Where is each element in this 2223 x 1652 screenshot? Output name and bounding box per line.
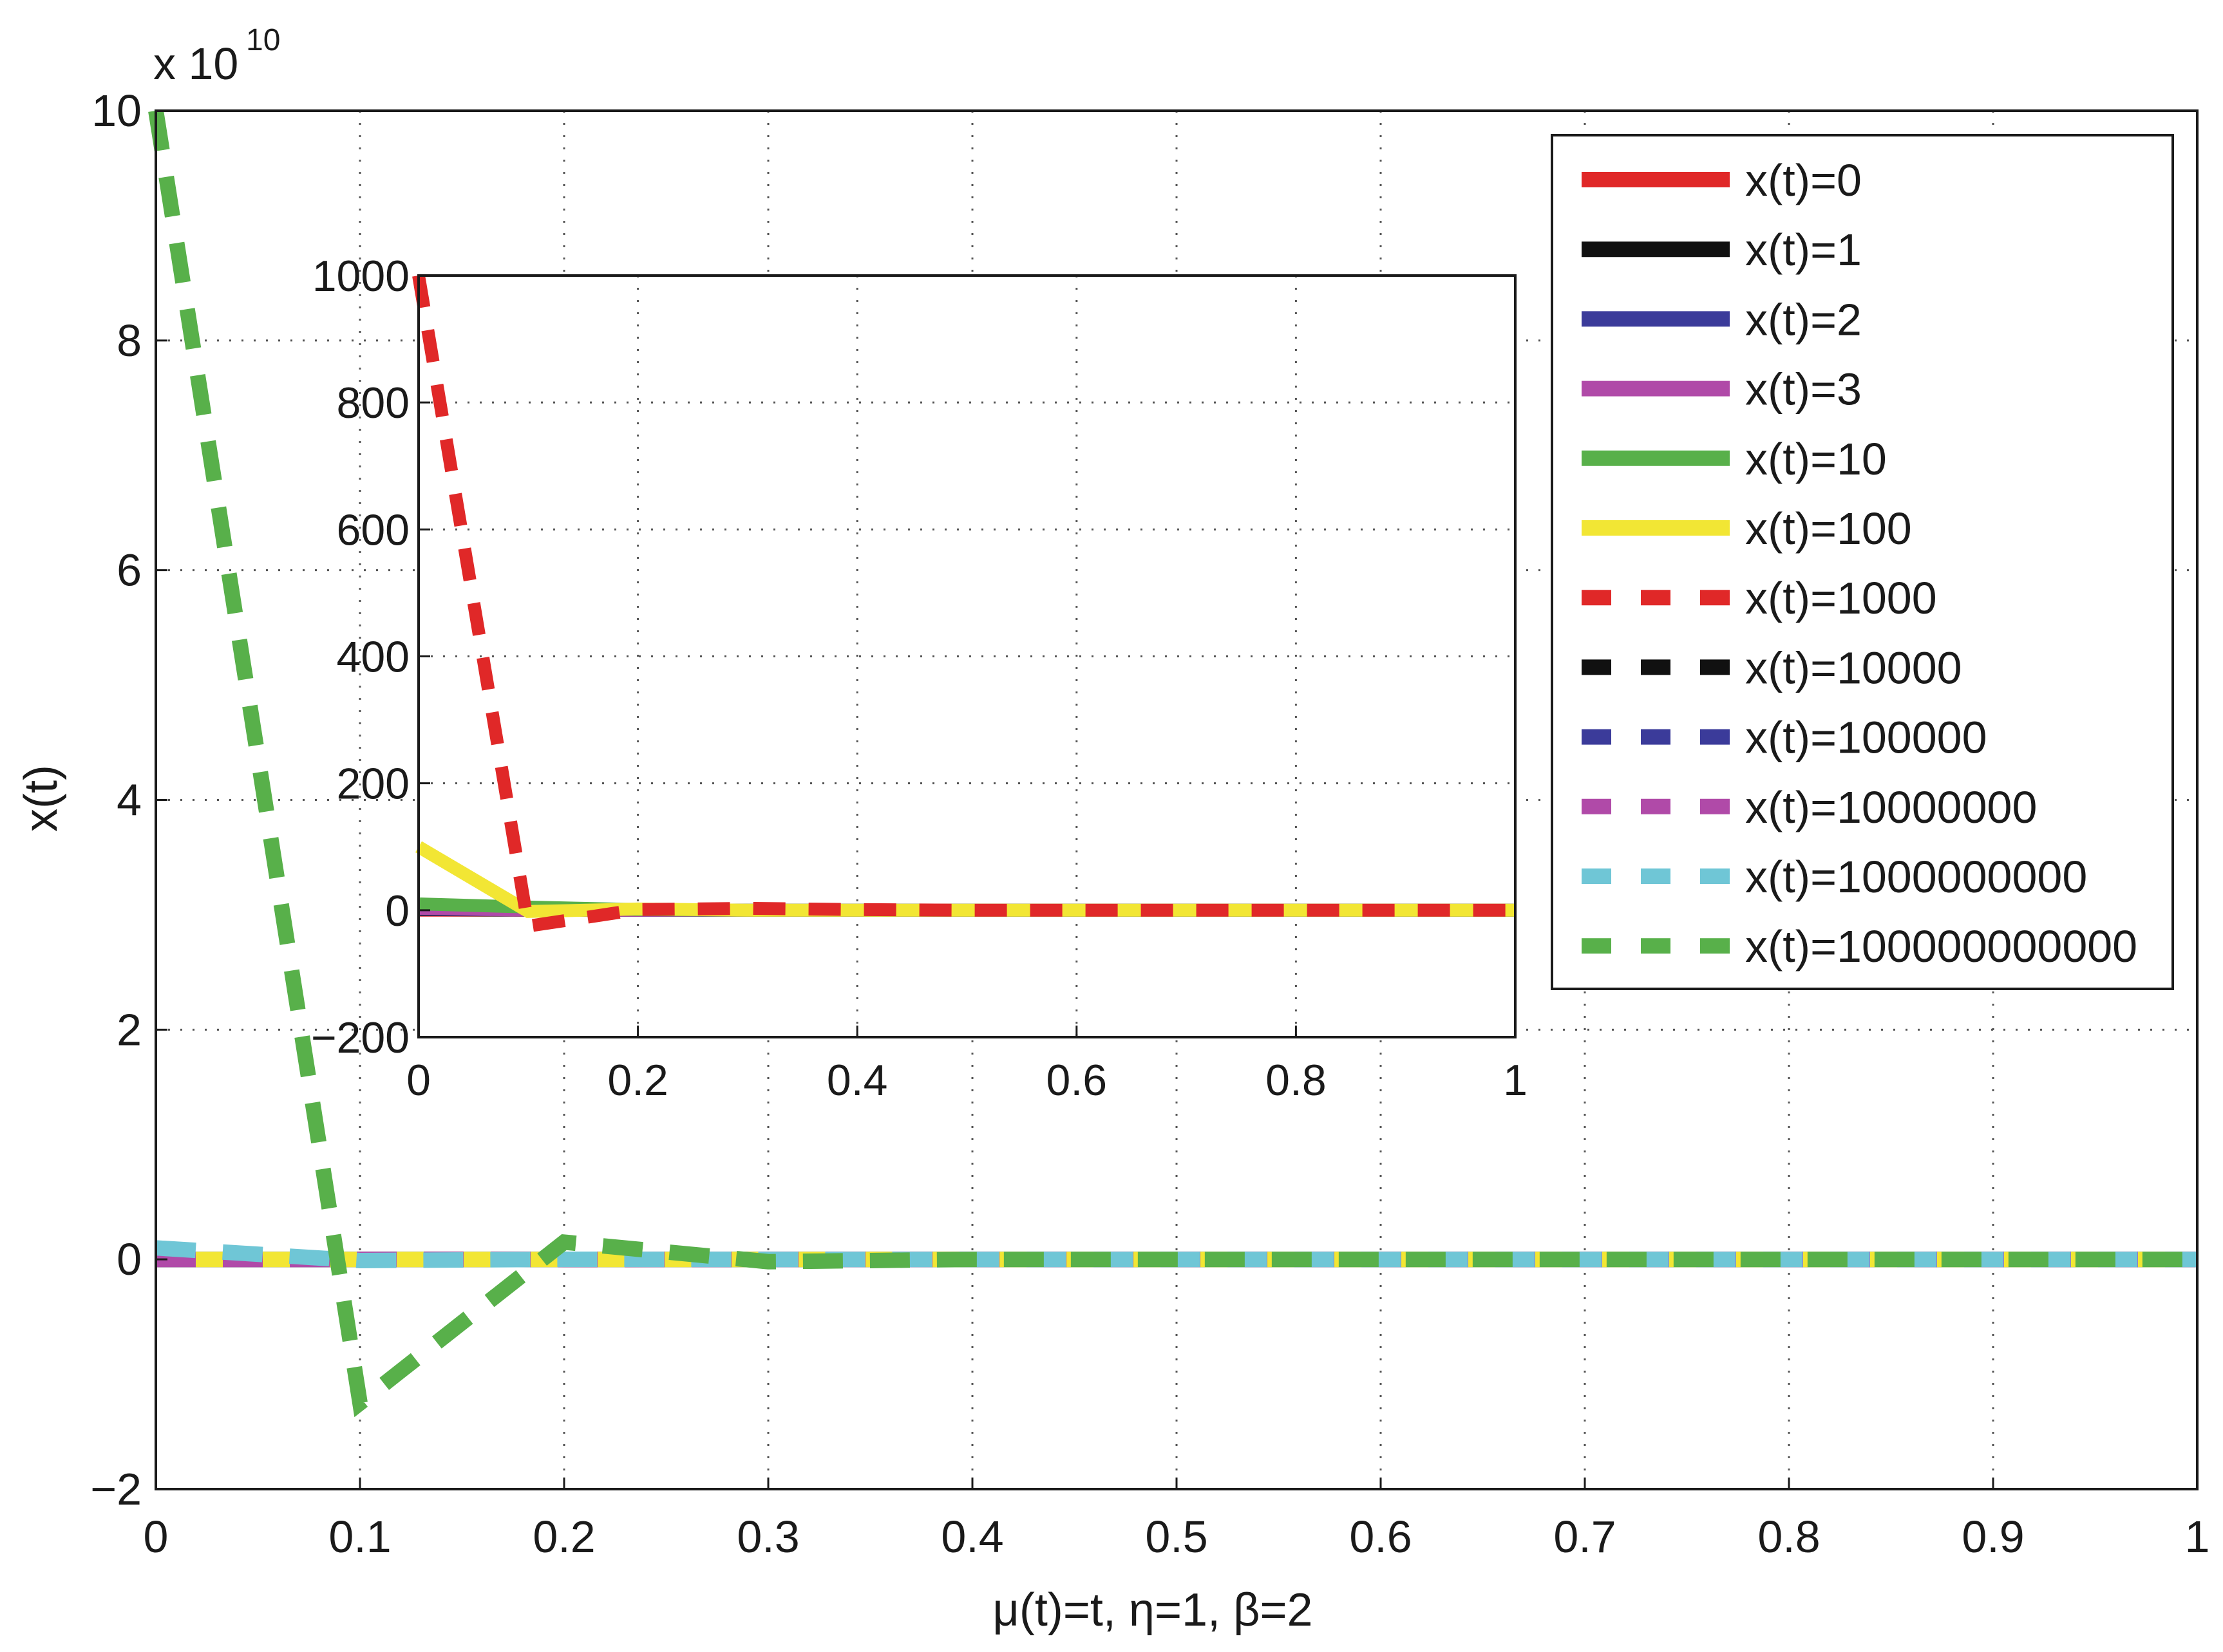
main-y-tick-label-1: 0 (117, 1234, 142, 1284)
legend-label-1: x(t)=1 (1745, 225, 1862, 275)
inset-y-tick-label-6: 1000 (312, 252, 410, 301)
y-multiplier: x 10 (153, 39, 238, 89)
main-y-tick-label-4: 6 (117, 545, 142, 596)
main-y-tick-label-5: 8 (117, 315, 142, 366)
legend-label-3: x(t)=3 (1745, 364, 1862, 415)
inset-x-tick-label-3: 0.6 (1046, 1056, 1108, 1105)
main-x-tick-label-1: 0.1 (328, 1512, 391, 1562)
legend-label-5: x(t)=100 (1745, 503, 1912, 554)
inset-y-tick-label-5: 800 (337, 379, 410, 427)
inset-background (419, 276, 1515, 1037)
legend-label-9: x(t)=10000000 (1745, 782, 2037, 832)
main-x-tick-label-4: 0.4 (941, 1512, 1003, 1562)
inset-x-tick-label-4: 0.8 (1265, 1056, 1327, 1105)
legend-label-4: x(t)=10 (1745, 434, 1887, 484)
main-x-tick-label-9: 0.9 (1962, 1512, 2024, 1562)
y-axis-title: x(t) (15, 765, 67, 832)
main-x-tick-label-3: 0.3 (737, 1512, 799, 1562)
legend-label-7: x(t)=10000 (1745, 643, 1962, 693)
inset-x-tick-label-1: 0.2 (607, 1056, 668, 1105)
main-x-tick-label-6: 0.6 (1349, 1512, 1412, 1562)
legend-label-8: x(t)=100000 (1745, 713, 1987, 763)
main-x-tick-label-7: 0.7 (1553, 1512, 1616, 1562)
legend-label-11: x(t)=100000000000 (1745, 921, 2137, 971)
inset-x-tick-label-0: 0 (406, 1056, 431, 1105)
legend-label-10: x(t)=1000000000 (1745, 852, 2087, 902)
main-x-tick-label-10: 1 (2185, 1512, 2210, 1562)
inset-x-tick-label-2: 0.4 (827, 1056, 888, 1105)
inset-series-line-6 (412, 274, 1515, 934)
main-y-tick-label-6: 10 (91, 86, 142, 136)
inset-y-tick-label-1: 0 (385, 887, 410, 935)
legend-label-0: x(t)=0 (1745, 155, 1862, 205)
legend-label-2: x(t)=2 (1745, 294, 1862, 344)
legend-box (1551, 134, 2174, 990)
main-y-tick-label-3: 4 (117, 775, 142, 825)
main-x-tick-label-0: 0 (144, 1512, 169, 1562)
inset-y-tick-label-2: 200 (337, 760, 410, 809)
legend: x(t)=0 x(t)=1 x(t)=2 x(t)=3 x(t)=10 x(t)=100 x… (1551, 134, 2174, 990)
legend-label-6: x(t)=1000 (1745, 573, 1937, 623)
main-x-tick-label-5: 0.5 (1145, 1512, 1207, 1562)
inset-x-tick-label-5: 1 (1503, 1056, 1528, 1105)
main-y-tick-label-2: 2 (117, 1004, 142, 1055)
y-multiplier-exponent: 10 (246, 23, 280, 57)
x-axis-title: μ(t)=t, η=1, β=2 (992, 1584, 1312, 1636)
inset-y-tick-label-4: 600 (337, 505, 410, 554)
main-x-tick-label-2: 0.2 (533, 1512, 595, 1562)
main-x-tick-label-8: 0.8 (1757, 1512, 1820, 1562)
main-y-tick-label-0: −2 (90, 1464, 142, 1514)
main-series-line-11 (148, 109, 2197, 1418)
inset-y-tick-label-0: −200 (311, 1013, 410, 1062)
inset-y-tick-label-3: 400 (337, 633, 410, 682)
